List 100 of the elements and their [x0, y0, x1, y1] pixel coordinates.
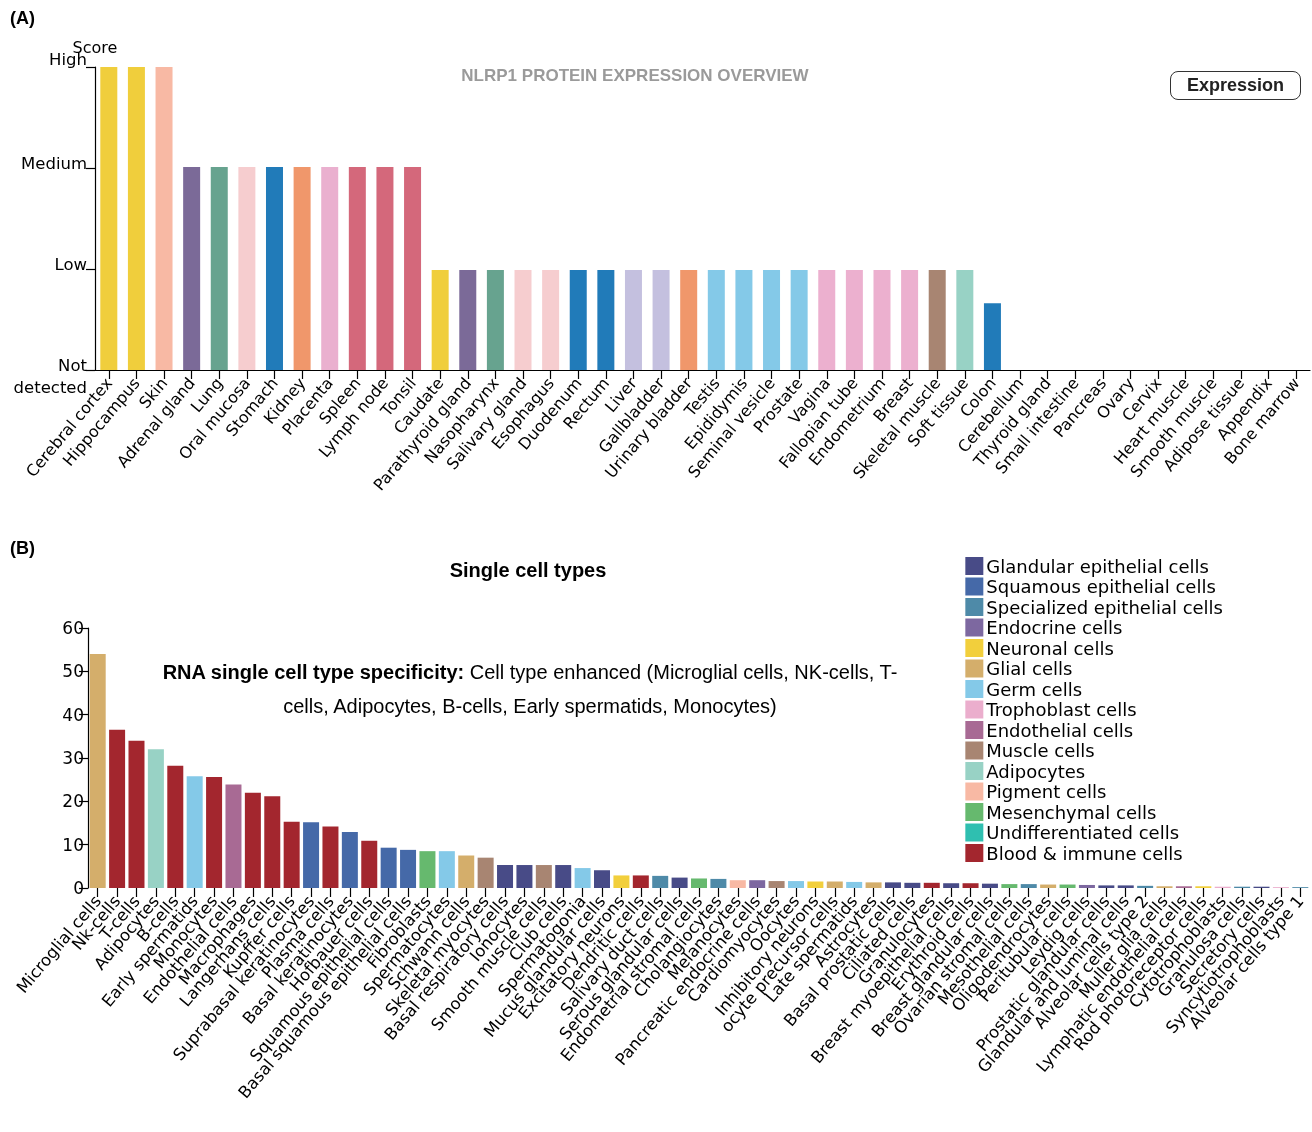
bar [458, 855, 475, 888]
legend-label: Germ cells [986, 678, 1083, 700]
bar [613, 875, 630, 888]
bar [89, 654, 106, 888]
legend-label: Glial cells [986, 658, 1073, 679]
text: Medium [20, 153, 87, 175]
chart-title: NLRP1 PROTEIN EXPRESSION OVERVIEW [461, 66, 810, 85]
bar [865, 882, 882, 888]
legend-label: Neuronal cells [986, 637, 1114, 659]
legend-label: Specialized epithelial cells [986, 596, 1223, 618]
bar [707, 270, 725, 370]
bar [574, 868, 591, 888]
y-tick-label: 50 [62, 661, 84, 682]
bar [225, 784, 242, 888]
y-tick-label: 40 [62, 704, 84, 725]
y-tick-label: 30 [62, 748, 84, 768]
y-tick-label: 60 [62, 618, 84, 638]
legend-label: Muscle cells [986, 740, 1095, 761]
bar [210, 166, 228, 370]
bar [555, 865, 572, 888]
annotation: RNA single cell type specificity: Cell type enhanced (Microglial cells, NK-cells, T-cells, Adipocytes, B-cells, Early spermatids, Monocytes) [161, 660, 899, 719]
bar [981, 883, 998, 888]
bar [147, 749, 164, 888]
bar [400, 849, 417, 888]
bar [790, 270, 808, 370]
bar [768, 881, 785, 888]
bar [904, 882, 921, 888]
bar [497, 865, 514, 888]
bar [597, 270, 615, 370]
bar [535, 865, 552, 888]
bar [873, 270, 891, 370]
bar [322, 826, 339, 888]
bar [127, 67, 145, 370]
bar [594, 870, 611, 888]
bar [749, 880, 766, 888]
bar [183, 166, 201, 370]
chart-title: Single cell types [449, 559, 607, 581]
bar [680, 270, 698, 370]
bar [348, 166, 366, 370]
bar [1078, 884, 1095, 888]
bar [477, 857, 494, 888]
bar [1117, 885, 1134, 888]
bar [419, 851, 436, 888]
bar [943, 883, 960, 888]
bar [826, 881, 843, 888]
bar [128, 740, 145, 888]
bar [244, 792, 261, 888]
bar [928, 270, 946, 370]
bar [884, 882, 901, 888]
bar [845, 270, 863, 370]
legend-label: Endothelial cells [986, 719, 1134, 741]
bar [167, 765, 184, 888]
bar [514, 270, 532, 370]
bar [404, 166, 422, 370]
bar [109, 729, 126, 888]
bar [341, 832, 358, 888]
bar [962, 883, 979, 888]
bar [100, 67, 118, 370]
y-tick-label: 20 [62, 791, 84, 812]
bar [691, 878, 707, 888]
legend-label: Trophoblast cells [985, 699, 1137, 720]
bar [376, 166, 394, 370]
bar [632, 875, 649, 888]
bar [238, 166, 256, 370]
bar [652, 875, 669, 888]
bar [901, 270, 919, 370]
bar [186, 776, 203, 888]
bar [807, 881, 824, 888]
bar [431, 270, 449, 370]
bar [923, 882, 940, 888]
bar [671, 877, 688, 888]
bar [486, 270, 504, 370]
bar [1137, 885, 1154, 888]
bar [1020, 884, 1037, 888]
y-tick-label: 0 [73, 878, 84, 898]
bar [956, 270, 974, 370]
annotation: Expression [1170, 71, 1302, 100]
bar [710, 878, 727, 888]
bar [303, 822, 320, 888]
bar [735, 270, 753, 370]
legend-label: Endocrine cells [986, 617, 1123, 638]
legend-label: Pigment cells [986, 781, 1107, 802]
bar [516, 865, 533, 888]
legend-label: Squamous epithelial cells [986, 576, 1216, 597]
legend-label: Undifferentiated cells [986, 822, 1180, 843]
legend-label: Mesenchymal cells [986, 801, 1157, 823]
bar [569, 270, 587, 370]
bar [983, 303, 1001, 370]
bar [293, 166, 311, 370]
y-tick-label: 10 [62, 834, 84, 855]
legend-label: Glandular epithelial cells [986, 555, 1209, 577]
bar [1001, 884, 1018, 888]
text: (B) [10, 538, 35, 559]
bar [542, 270, 560, 370]
bar [155, 67, 173, 370]
bar [818, 270, 836, 370]
bar [624, 270, 642, 370]
bar [787, 881, 804, 888]
bar [438, 851, 455, 888]
text: (A) [10, 8, 35, 29]
